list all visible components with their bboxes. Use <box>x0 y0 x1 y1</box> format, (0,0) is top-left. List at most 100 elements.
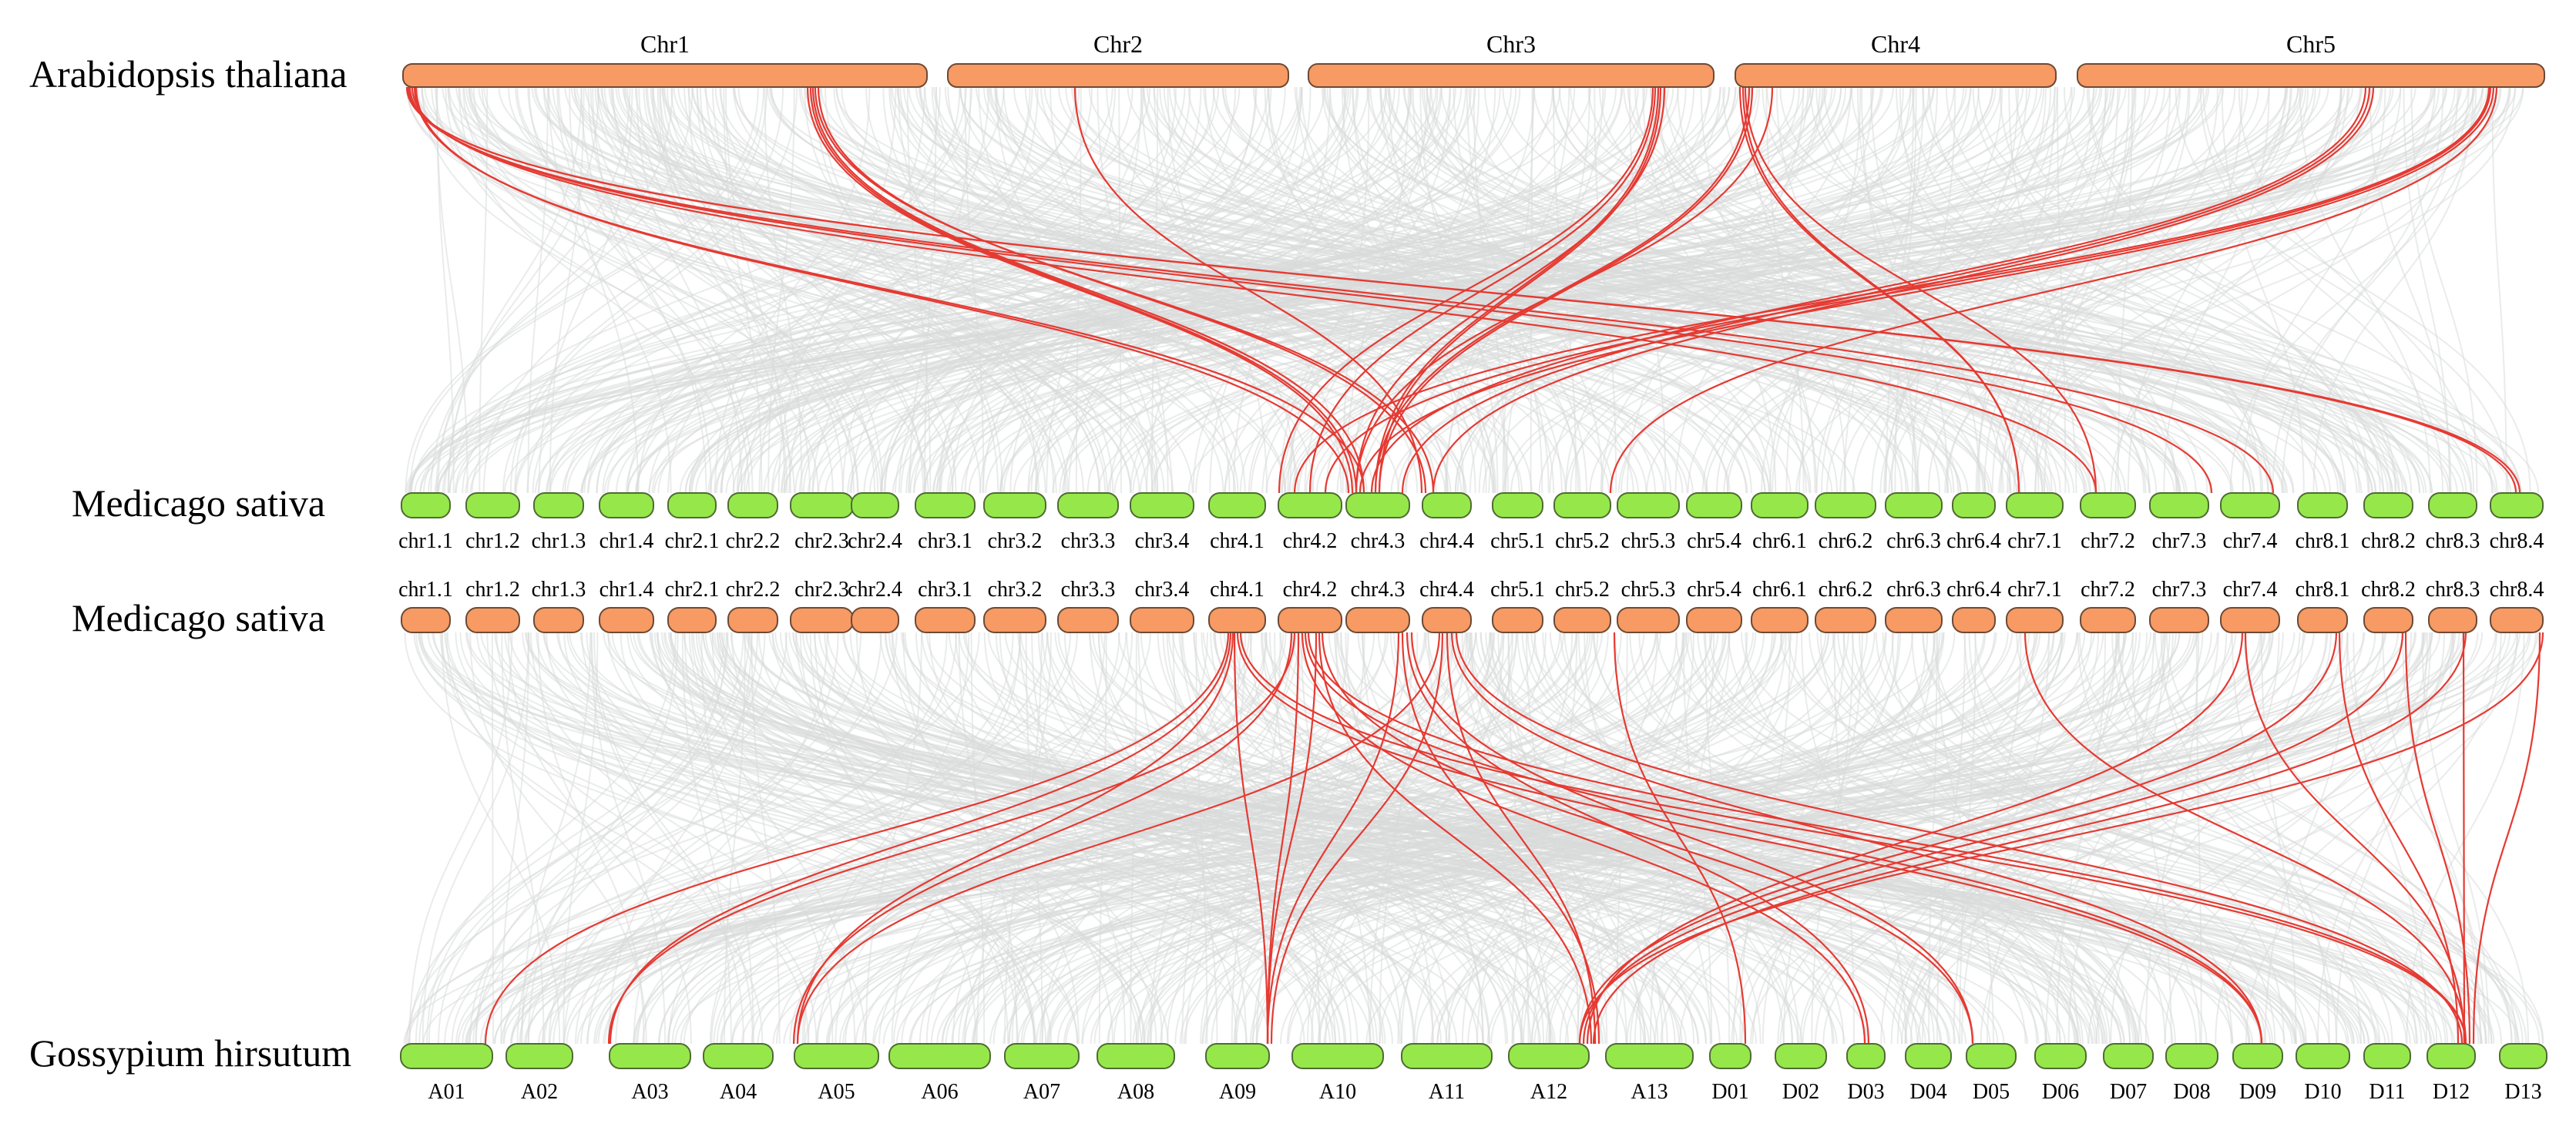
chromosome-label-gh-a11: A11 <box>1429 1080 1465 1104</box>
background-link <box>1107 632 1775 1045</box>
background-link <box>543 86 1833 494</box>
background-link <box>2110 86 2470 494</box>
background-link <box>2077 632 2285 1045</box>
chromosome-label-ms-lower-chr1-2: chr1.2 <box>465 578 520 602</box>
highlighted-synteny-link <box>1318 632 1593 1045</box>
chromosome-ms-upper-chr8-4 <box>2490 492 2544 518</box>
background-link <box>1882 632 2449 1045</box>
chromosome-gh-a02 <box>505 1043 573 1069</box>
chromosome-ms-lower-chr8-2 <box>2363 607 2413 633</box>
chromosome-label-ms-lower-chr1-1: chr1.1 <box>398 578 453 602</box>
background-link <box>1700 86 1816 494</box>
background-link <box>812 86 1639 494</box>
background-link <box>607 632 1270 1045</box>
medicago-chromosome-row-lower: chr1.1 chr1.2 chr1.3 chr1.4 chr2.1 chr2.2 chr2… <box>398 578 2544 633</box>
background-link <box>448 86 1132 494</box>
background-link <box>1977 86 2493 494</box>
chromosome-label-ms-lower-chr8-2: chr8.2 <box>2361 578 2416 602</box>
background-link <box>1046 86 1143 494</box>
background-link <box>415 632 725 1045</box>
highlighted-synteny-link <box>1233 632 1269 1045</box>
background-link <box>516 632 727 1045</box>
chromosome-ms-lower-chr6-4 <box>1952 607 1996 633</box>
chromosome-ms-lower-chr5-1 <box>1492 607 1543 633</box>
chromosome-label-ms-lower-chr5-2: chr5.2 <box>1555 578 1610 602</box>
chromosome-ms-lower-chr8-3 <box>2428 607 2477 633</box>
chromosome-ms-upper-chr2-4 <box>851 492 899 518</box>
background-link <box>1041 632 1294 1045</box>
background-link <box>584 86 2122 494</box>
background-link <box>1690 632 2266 1045</box>
background-link <box>720 86 1108 494</box>
background-link <box>941 632 2197 1045</box>
highlighted-synteny-link <box>411 86 2097 494</box>
background-link <box>623 86 1287 494</box>
background-link <box>2491 86 2507 494</box>
background-link <box>1031 632 1127 1045</box>
background-link <box>643 86 1046 494</box>
background-link <box>2336 632 2428 1045</box>
chromosome-label-at-chr5: Chr5 <box>2286 30 2336 58</box>
highlighted-synteny-link <box>1401 86 2371 494</box>
background-link <box>408 632 513 1045</box>
background-link <box>668 632 1014 1045</box>
background-link <box>1426 86 2498 494</box>
background-link <box>1146 632 1726 1045</box>
species-label-medicago-lower: Medicago sativa <box>72 596 325 639</box>
background-link <box>1533 632 2105 1045</box>
background-link <box>1927 86 2286 494</box>
background-link <box>702 632 1908 1045</box>
chromosome-label-ms-lower-chr6-4: chr6.4 <box>1946 578 2001 602</box>
background-link <box>439 632 1036 1045</box>
chromosome-label-ms-lower-chr2-4: chr2.4 <box>848 578 902 602</box>
chromosome-label-gh-a12: A12 <box>1530 1080 1567 1104</box>
chromosome-gh-a08 <box>1097 1043 1175 1069</box>
chromosome-ms-lower-chr7-2 <box>2080 607 2136 633</box>
highlighted-synteny-link <box>1324 86 2492 494</box>
background-link <box>1146 86 1312 494</box>
highlighted-synteny-link <box>1239 632 2467 1045</box>
chromosome-gh-d05 <box>1966 1043 2017 1069</box>
chromosome-ms-lower-chr7-1 <box>2006 607 2064 633</box>
background-link <box>1430 86 1941 494</box>
background-link <box>1549 632 2487 1045</box>
chromosome-label-gh-d05: D05 <box>1973 1080 2010 1104</box>
background-link <box>798 86 1623 494</box>
highlighted-synteny-link <box>1293 86 2490 494</box>
background-link <box>1953 632 2022 1045</box>
background-link <box>421 86 1856 494</box>
background-link <box>1564 632 2301 1045</box>
background-link <box>2238 86 2475 494</box>
gossypium-chromosome-row: A01 A02 A03 A04 A05 A06 A07 A08 A09 A10 A11 A12 A13 D… <box>400 1043 2547 1104</box>
chromosome-label-ms-upper-chr1-1: chr1.1 <box>398 529 453 553</box>
background-link <box>1530 632 2544 1045</box>
chromosome-ms-upper-chr3-3 <box>1057 492 1119 518</box>
background-link <box>445 632 764 1045</box>
background-link <box>1917 632 2519 1045</box>
chromosome-gh-d09 <box>2232 1043 2283 1069</box>
highlighted-synteny-link <box>1578 632 2338 1045</box>
chromosome-label-ms-lower-chr3-1: chr3.1 <box>918 578 972 602</box>
chromosome-label-ms-upper-chr2-2: chr2.2 <box>726 529 781 553</box>
background-link <box>519 632 1466 1045</box>
background-link <box>1335 632 1434 1045</box>
background-link <box>688 86 1883 494</box>
background-link <box>1880 632 2118 1045</box>
background-link <box>2229 86 2477 494</box>
background-link <box>580 86 713 494</box>
chromosome-gh-a01 <box>400 1043 493 1069</box>
background-link <box>1884 86 2073 494</box>
highlighted-synteny-link <box>1609 86 2498 494</box>
background-link <box>441 632 561 1045</box>
background-link <box>964 632 1268 1045</box>
chromosome-ms-upper-chr8-2 <box>2363 492 2413 518</box>
chromosome-label-ms-lower-chr1-3: chr1.3 <box>532 578 586 602</box>
background-link <box>1048 632 2296 1045</box>
chromosome-label-gh-a05: A05 <box>818 1080 855 1104</box>
chromosome-label-ms-upper-chr2-1: chr2.1 <box>665 529 720 553</box>
chromosome-ms-lower-chr4-2 <box>1278 607 1342 633</box>
background-link <box>714 86 871 494</box>
background-link <box>1090 632 2427 1045</box>
chromosome-gh-a07 <box>1004 1043 1080 1069</box>
background-link <box>1150 86 2363 494</box>
